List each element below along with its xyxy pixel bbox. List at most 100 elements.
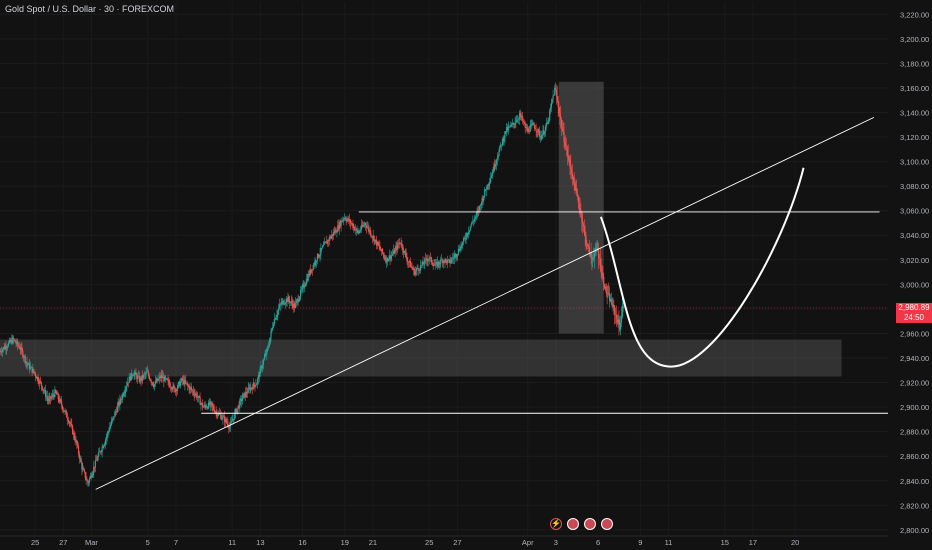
candle-body bbox=[512, 123, 514, 124]
candle-body bbox=[315, 260, 317, 263]
candle-body bbox=[598, 250, 600, 259]
candle-body bbox=[347, 218, 349, 220]
candle-body bbox=[35, 376, 37, 379]
candle-body bbox=[285, 299, 287, 304]
candle-body bbox=[33, 368, 35, 373]
candle-body bbox=[98, 451, 100, 456]
candle-body bbox=[390, 255, 392, 260]
candle-body bbox=[291, 301, 293, 304]
candle-body bbox=[505, 131, 507, 133]
candle-body bbox=[568, 157, 570, 160]
candle-body bbox=[9, 340, 11, 342]
candle-body bbox=[397, 243, 399, 250]
candle-body bbox=[527, 128, 530, 132]
candle-body bbox=[194, 394, 196, 396]
candle-body bbox=[287, 296, 289, 302]
candle-body bbox=[186, 382, 188, 384]
candle-body bbox=[607, 293, 609, 294]
candle-body bbox=[309, 269, 311, 276]
candle-body bbox=[342, 219, 344, 222]
candle-body bbox=[403, 250, 406, 253]
time-tick-label: 25 bbox=[31, 538, 39, 547]
candle-body bbox=[464, 238, 466, 239]
candle-body bbox=[329, 237, 331, 239]
candle-body bbox=[482, 198, 484, 201]
candle-body bbox=[138, 375, 140, 382]
candle-body bbox=[618, 319, 620, 325]
candle-body bbox=[178, 381, 180, 384]
candle-body bbox=[23, 356, 25, 358]
candle-body bbox=[212, 405, 214, 407]
candle-body bbox=[189, 387, 191, 390]
candle-body bbox=[235, 409, 238, 413]
candle-body bbox=[462, 241, 464, 246]
candle-body bbox=[448, 259, 450, 260]
candle-body bbox=[305, 278, 308, 284]
candle-body bbox=[449, 259, 451, 263]
candle-body bbox=[69, 422, 71, 424]
candle-body bbox=[280, 303, 282, 305]
candle-body bbox=[587, 245, 590, 248]
candle-body bbox=[457, 253, 459, 256]
candle-body bbox=[166, 378, 168, 380]
candle-body bbox=[181, 378, 183, 381]
time-axis[interactable]: 25 27 Mar 5 7 11 13 16 19 21 25 27 Apr 3 6 9 11 15 17 20 bbox=[0, 535, 888, 547]
price-tick-label: 3,100.00 bbox=[900, 158, 929, 167]
candle-body bbox=[331, 234, 333, 237]
candle-body bbox=[75, 440, 77, 442]
candle-body bbox=[489, 178, 492, 182]
candle-body bbox=[517, 119, 520, 120]
candle-body bbox=[130, 373, 132, 381]
candle-body bbox=[521, 116, 523, 118]
price-tick-label: 3,040.00 bbox=[900, 231, 929, 240]
candle-body bbox=[182, 379, 184, 381]
flash-icon[interactable]: ⚡ bbox=[550, 518, 562, 530]
candle-body bbox=[211, 403, 213, 406]
candle-body bbox=[382, 253, 384, 255]
candle-body bbox=[538, 131, 541, 137]
candle-body bbox=[153, 385, 155, 388]
candle-body bbox=[10, 339, 12, 342]
candle-body bbox=[425, 258, 428, 261]
candle-body bbox=[387, 259, 390, 262]
price-tick-label: 3,160.00 bbox=[900, 84, 929, 93]
candle-body bbox=[119, 398, 121, 406]
candle-body bbox=[257, 375, 259, 379]
candle-body bbox=[7, 342, 10, 347]
us-flag-icon[interactable] bbox=[567, 518, 579, 530]
price-tick-label: 2,940.00 bbox=[900, 354, 929, 363]
candle-body bbox=[42, 389, 44, 391]
candle-body bbox=[540, 136, 542, 140]
candle-body bbox=[34, 372, 36, 374]
candle-body bbox=[364, 223, 366, 225]
candle-body bbox=[542, 130, 544, 136]
candle-body bbox=[437, 261, 439, 267]
candle-body bbox=[216, 411, 218, 416]
candle-body bbox=[530, 124, 532, 126]
candle-body bbox=[13, 339, 15, 341]
time-tick-label: 5 bbox=[146, 538, 150, 547]
candle-body bbox=[283, 303, 286, 305]
candle-body bbox=[283, 300, 285, 305]
candle-body bbox=[566, 148, 569, 156]
candle-body bbox=[120, 398, 122, 400]
candle-body bbox=[603, 276, 605, 285]
candle-body bbox=[16, 341, 18, 344]
candle-body bbox=[79, 458, 81, 459]
candle-body bbox=[241, 398, 243, 402]
candle-body bbox=[522, 121, 525, 123]
candle-body bbox=[378, 245, 380, 247]
candle-body bbox=[99, 451, 102, 453]
us-flag-icon[interactable] bbox=[584, 518, 596, 530]
price-axis[interactable]: 2,800.00 2,820.00 2,840.00 2,860.00 2,880.00… bbox=[888, 0, 932, 550]
candle-body bbox=[427, 258, 429, 262]
candle-body bbox=[497, 155, 499, 159]
candle-body bbox=[150, 380, 152, 383]
candle-body bbox=[245, 391, 248, 394]
candle-body bbox=[305, 283, 307, 286]
candle-body bbox=[301, 286, 303, 290]
candle-body bbox=[304, 285, 306, 288]
candle-body bbox=[53, 395, 55, 397]
us-flag-icon[interactable] bbox=[601, 518, 613, 530]
